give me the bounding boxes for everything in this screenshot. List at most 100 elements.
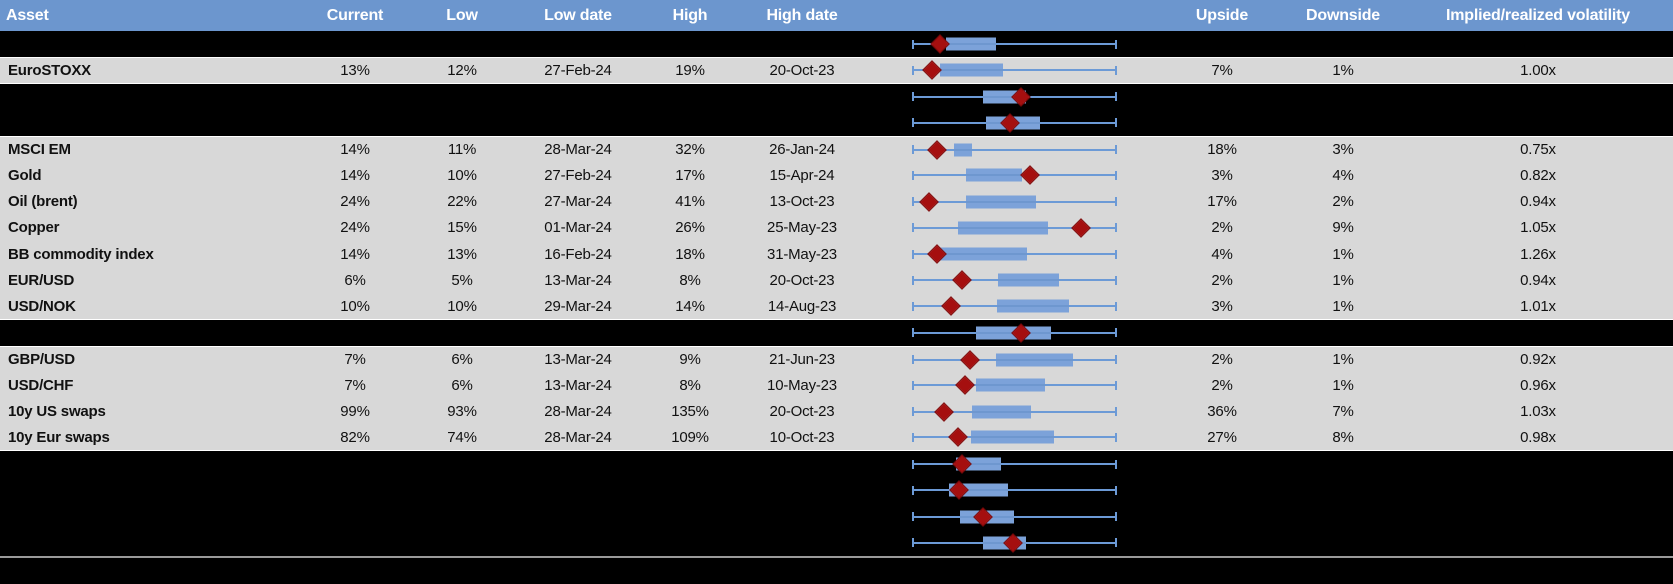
- current-level-diamond-icon: [934, 401, 955, 422]
- cell-implied-realized: 0.98x: [1520, 428, 1556, 446]
- table-row-redacted: [0, 477, 1673, 504]
- cell-asset-name: Oil (brent): [8, 193, 78, 211]
- cell-high-date: 26-Jan-24: [769, 141, 835, 159]
- whisker-cap-low: [912, 355, 914, 365]
- cell-low: 13%: [447, 245, 477, 263]
- cell-current: 10%: [340, 297, 370, 315]
- cell-high: 135%: [671, 403, 709, 421]
- table-row-eur-usd: EUR/USD 6% 5% 13-Mar-24 8% 20-Oct-23 2% 1% 0.94x: [0, 267, 1673, 294]
- cell-implied-realized: 1.26x: [1520, 245, 1556, 263]
- interquartile-box: [954, 143, 973, 157]
- cell-high-date: 20-Oct-23: [769, 61, 835, 79]
- whisker-cap-high: [1115, 275, 1117, 285]
- cell-downside: 7%: [1332, 403, 1354, 421]
- whisker-cap-low: [912, 538, 914, 548]
- cell-asset-name: 10y US swaps: [8, 403, 106, 421]
- current-level-diamond-icon: [919, 191, 940, 212]
- whisker-cap-high: [1115, 197, 1117, 207]
- interquartile-box: [972, 405, 1032, 419]
- cell-low-date: 27-Feb-24: [544, 61, 612, 79]
- range-boxplot: [912, 189, 1117, 215]
- cell-current: 7%: [344, 376, 366, 394]
- whisker-cap-high: [1115, 223, 1117, 233]
- cell-high-date: 10-Oct-23: [769, 428, 835, 446]
- cell-current: 24%: [340, 219, 370, 237]
- cell-implied-realized: 0.96x: [1520, 376, 1556, 394]
- bottom-separator-line: [0, 556, 1673, 558]
- cell-implied-realized: 0.75x: [1520, 141, 1556, 159]
- range-boxplot: [912, 504, 1117, 530]
- range-boxplot: [912, 347, 1117, 372]
- whisker-cap-low: [912, 249, 914, 259]
- cell-implied-realized: 0.82x: [1520, 166, 1556, 184]
- current-level-diamond-icon: [947, 427, 968, 448]
- cell-asset-name: GBP/USD: [8, 351, 75, 369]
- cell-high: 8%: [679, 376, 701, 394]
- cell-implied-realized: 0.94x: [1520, 193, 1556, 211]
- cell-low-date: 13-Mar-24: [544, 351, 612, 369]
- cell-upside: 27%: [1207, 428, 1237, 446]
- cell-high-date: 21-Jun-23: [769, 351, 835, 369]
- table-row-msci-em: MSCI EM 14% 11% 28-Mar-24 32% 26-Jan-24 18% 3% 0…: [0, 136, 1673, 163]
- cell-downside: 1%: [1332, 61, 1354, 79]
- range-boxplot: [912, 31, 1117, 57]
- range-boxplot: [912, 110, 1117, 136]
- table-header: Asset Current Low Low date High High dat…: [0, 0, 1673, 31]
- whisker-cap-high: [1115, 355, 1117, 365]
- range-boxplot: [912, 267, 1117, 293]
- interquartile-box: [966, 168, 1023, 182]
- cell-upside: 2%: [1211, 351, 1233, 369]
- cell-high: 41%: [675, 193, 705, 211]
- whisker-cap-high: [1115, 118, 1117, 128]
- range-boxplot: [912, 84, 1117, 110]
- cell-upside: 4%: [1211, 245, 1233, 263]
- cell-high-date: 13-Oct-23: [769, 193, 835, 211]
- col-header-low-date: Low date: [544, 7, 612, 24]
- cell-low: 11%: [447, 141, 477, 159]
- cell-downside: 1%: [1332, 351, 1354, 369]
- whisker-cap-high: [1115, 485, 1117, 495]
- col-header-low: Low: [446, 7, 478, 24]
- cell-current: 13%: [340, 61, 370, 79]
- cell-implied-realized: 0.94x: [1520, 271, 1556, 289]
- whisker-cap-high: [1115, 538, 1117, 548]
- col-header-high-date: High date: [766, 7, 838, 24]
- cell-current: 99%: [340, 403, 370, 421]
- cell-low-date: 29-Mar-24: [544, 297, 612, 315]
- cell-current: 82%: [340, 428, 370, 446]
- interquartile-box: [997, 299, 1069, 313]
- whisker-line: [912, 43, 1117, 46]
- cell-upside: 36%: [1207, 403, 1237, 421]
- cell-asset-name: USD/NOK: [8, 297, 76, 315]
- cell-current: 14%: [340, 141, 370, 159]
- table-row-redacted: [0, 451, 1673, 478]
- interquartile-box: [971, 430, 1055, 444]
- whisker-cap-low: [912, 328, 914, 338]
- whisker-cap-high: [1115, 145, 1117, 155]
- cell-high: 18%: [675, 245, 705, 263]
- whisker-cap-high: [1115, 170, 1117, 180]
- cell-high-date: 15-Apr-24: [769, 166, 835, 184]
- table-body: EuroSTOXX 13% 12% 27-Feb-24 19% 20-Oct-23 7% 1%…: [0, 31, 1673, 556]
- cell-high: 8%: [679, 271, 701, 289]
- cell-high-date: 20-Oct-23: [769, 403, 835, 421]
- current-level-diamond-icon: [926, 139, 947, 160]
- cell-upside: 3%: [1211, 166, 1233, 184]
- whisker-cap-high: [1115, 459, 1117, 469]
- cell-high-date: 10-May-23: [767, 376, 837, 394]
- table-row-gbp-usd: GBP/USD 7% 6% 13-Mar-24 9% 21-Jun-23 2% 1% 0.92x: [0, 346, 1673, 373]
- table-row-bb-commodity-index: BB commodity index 14% 13% 16-Feb-24 18% 31-M…: [0, 241, 1673, 268]
- whisker-cap-low: [912, 145, 914, 155]
- cell-current: 14%: [340, 245, 370, 263]
- cell-low: 93%: [447, 403, 477, 421]
- current-level-diamond-icon: [954, 375, 975, 396]
- cell-implied-realized: 1.03x: [1520, 403, 1556, 421]
- cell-asset-name: USD/CHF: [8, 376, 74, 394]
- table-row-redacted: [0, 83, 1673, 110]
- range-boxplot: [912, 294, 1117, 319]
- cell-asset-name: MSCI EM: [8, 141, 71, 159]
- whisker-line: [912, 69, 1117, 72]
- range-boxplot: [912, 477, 1117, 503]
- whisker-line: [912, 148, 1117, 151]
